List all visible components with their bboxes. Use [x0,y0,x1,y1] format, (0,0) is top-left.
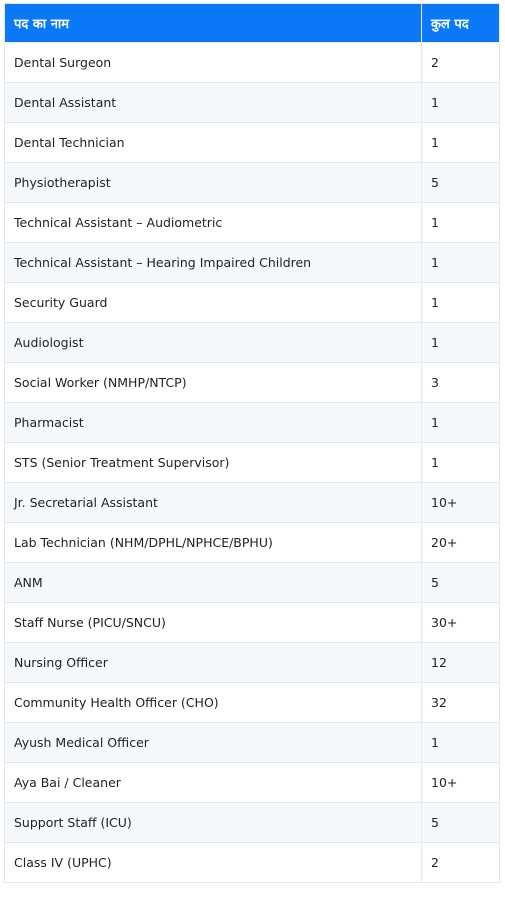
post-count-cell: 1 [421,82,500,123]
table-row: Dental Assistant 1 [4,82,500,123]
post-name-cell: Nursing Officer [4,642,422,683]
post-name-cell: Support Staff (ICU) [4,802,422,843]
post-name-cell: Aya Bai / Cleaner [4,762,422,803]
table-row: Lab Technician (NHM/DPHL/NPHCE/BPHU) 20+ [4,522,500,563]
table-row: Technical Assistant – Hearing Impaired C… [4,242,500,283]
post-name-cell: Physiotherapist [4,162,422,203]
post-count-cell: 1 [421,442,500,483]
table-row: Dental Surgeon 2 [4,42,500,83]
post-count-cell: 3 [421,362,500,403]
post-name-cell: Social Worker (NMHP/NTCP) [4,362,422,403]
post-name-cell: Class IV (UPHC) [4,842,422,883]
table-row: Physiotherapist 5 [4,162,500,203]
table-row: Support Staff (ICU) 5 [4,802,500,843]
post-name-cell: ANM [4,562,422,603]
post-name-cell: Dental Surgeon [4,42,422,83]
post-count-cell: 32 [421,682,500,723]
table-row: Nursing Officer 12 [4,642,500,683]
vacancy-table: पद का नाम कुल पद Dental Surgeon 2 Dental… [4,3,500,883]
post-count-cell: 1 [421,282,500,323]
table-row: Jr. Secretarial Assistant 10+ [4,482,500,523]
post-name-cell: Dental Assistant [4,82,422,123]
post-name-cell: Pharmacist [4,402,422,443]
post-count-cell: 10+ [421,762,500,803]
post-name-cell: Jr. Secretarial Assistant [4,482,422,523]
post-name-cell: Security Guard [4,282,422,323]
post-name-cell: Lab Technician (NHM/DPHL/NPHCE/BPHU) [4,522,422,563]
table-row: Audiologist 1 [4,322,500,363]
table-row: Staff Nurse (PICU/SNCU) 30+ [4,602,500,643]
vacancy-table-container: पद का नाम कुल पद Dental Surgeon 2 Dental… [4,3,500,883]
table-row: ANM 5 [4,562,500,603]
table-row: Pharmacist 1 [4,402,500,443]
post-name-cell: Audiologist [4,322,422,363]
header-post-name: पद का नाम [4,3,422,43]
post-count-cell: 10+ [421,482,500,523]
table-row: Dental Technician 1 [4,122,500,163]
post-count-cell: 20+ [421,522,500,563]
table-row: Community Health Officer (CHO) 32 [4,682,500,723]
post-name-cell: Technical Assistant – Hearing Impaired C… [4,242,422,283]
table-row: STS (Senior Treatment Supervisor) 1 [4,442,500,483]
post-count-cell: 1 [421,322,500,363]
post-name-cell: STS (Senior Treatment Supervisor) [4,442,422,483]
post-count-cell: 1 [421,242,500,283]
post-name-cell: Dental Technician [4,122,422,163]
table-row: Ayush Medical Officer 1 [4,722,500,763]
header-row: पद का नाम कुल पद [4,3,500,43]
post-count-cell: 1 [421,722,500,763]
table-header: पद का नाम कुल पद [4,3,500,43]
post-count-cell: 12 [421,642,500,683]
table-row: Class IV (UPHC) 2 [4,842,500,883]
post-count-cell: 1 [421,202,500,243]
post-count-cell: 2 [421,842,500,883]
post-count-cell: 5 [421,802,500,843]
post-name-cell: Technical Assistant – Audiometric [4,202,422,243]
post-count-cell: 1 [421,122,500,163]
post-count-cell: 5 [421,562,500,603]
post-name-cell: Staff Nurse (PICU/SNCU) [4,602,422,643]
post-count-cell: 1 [421,402,500,443]
table-row: Aya Bai / Cleaner 10+ [4,762,500,803]
table-row: Security Guard 1 [4,282,500,323]
table-body: Dental Surgeon 2 Dental Assistant 1 Dent… [4,42,500,883]
header-total-posts: कुल पद [421,3,500,43]
post-count-cell: 5 [421,162,500,203]
post-name-cell: Ayush Medical Officer [4,722,422,763]
post-count-cell: 30+ [421,602,500,643]
table-row: Social Worker (NMHP/NTCP) 3 [4,362,500,403]
post-name-cell: Community Health Officer (CHO) [4,682,422,723]
table-row: Technical Assistant – Audiometric 1 [4,202,500,243]
post-count-cell: 2 [421,42,500,83]
